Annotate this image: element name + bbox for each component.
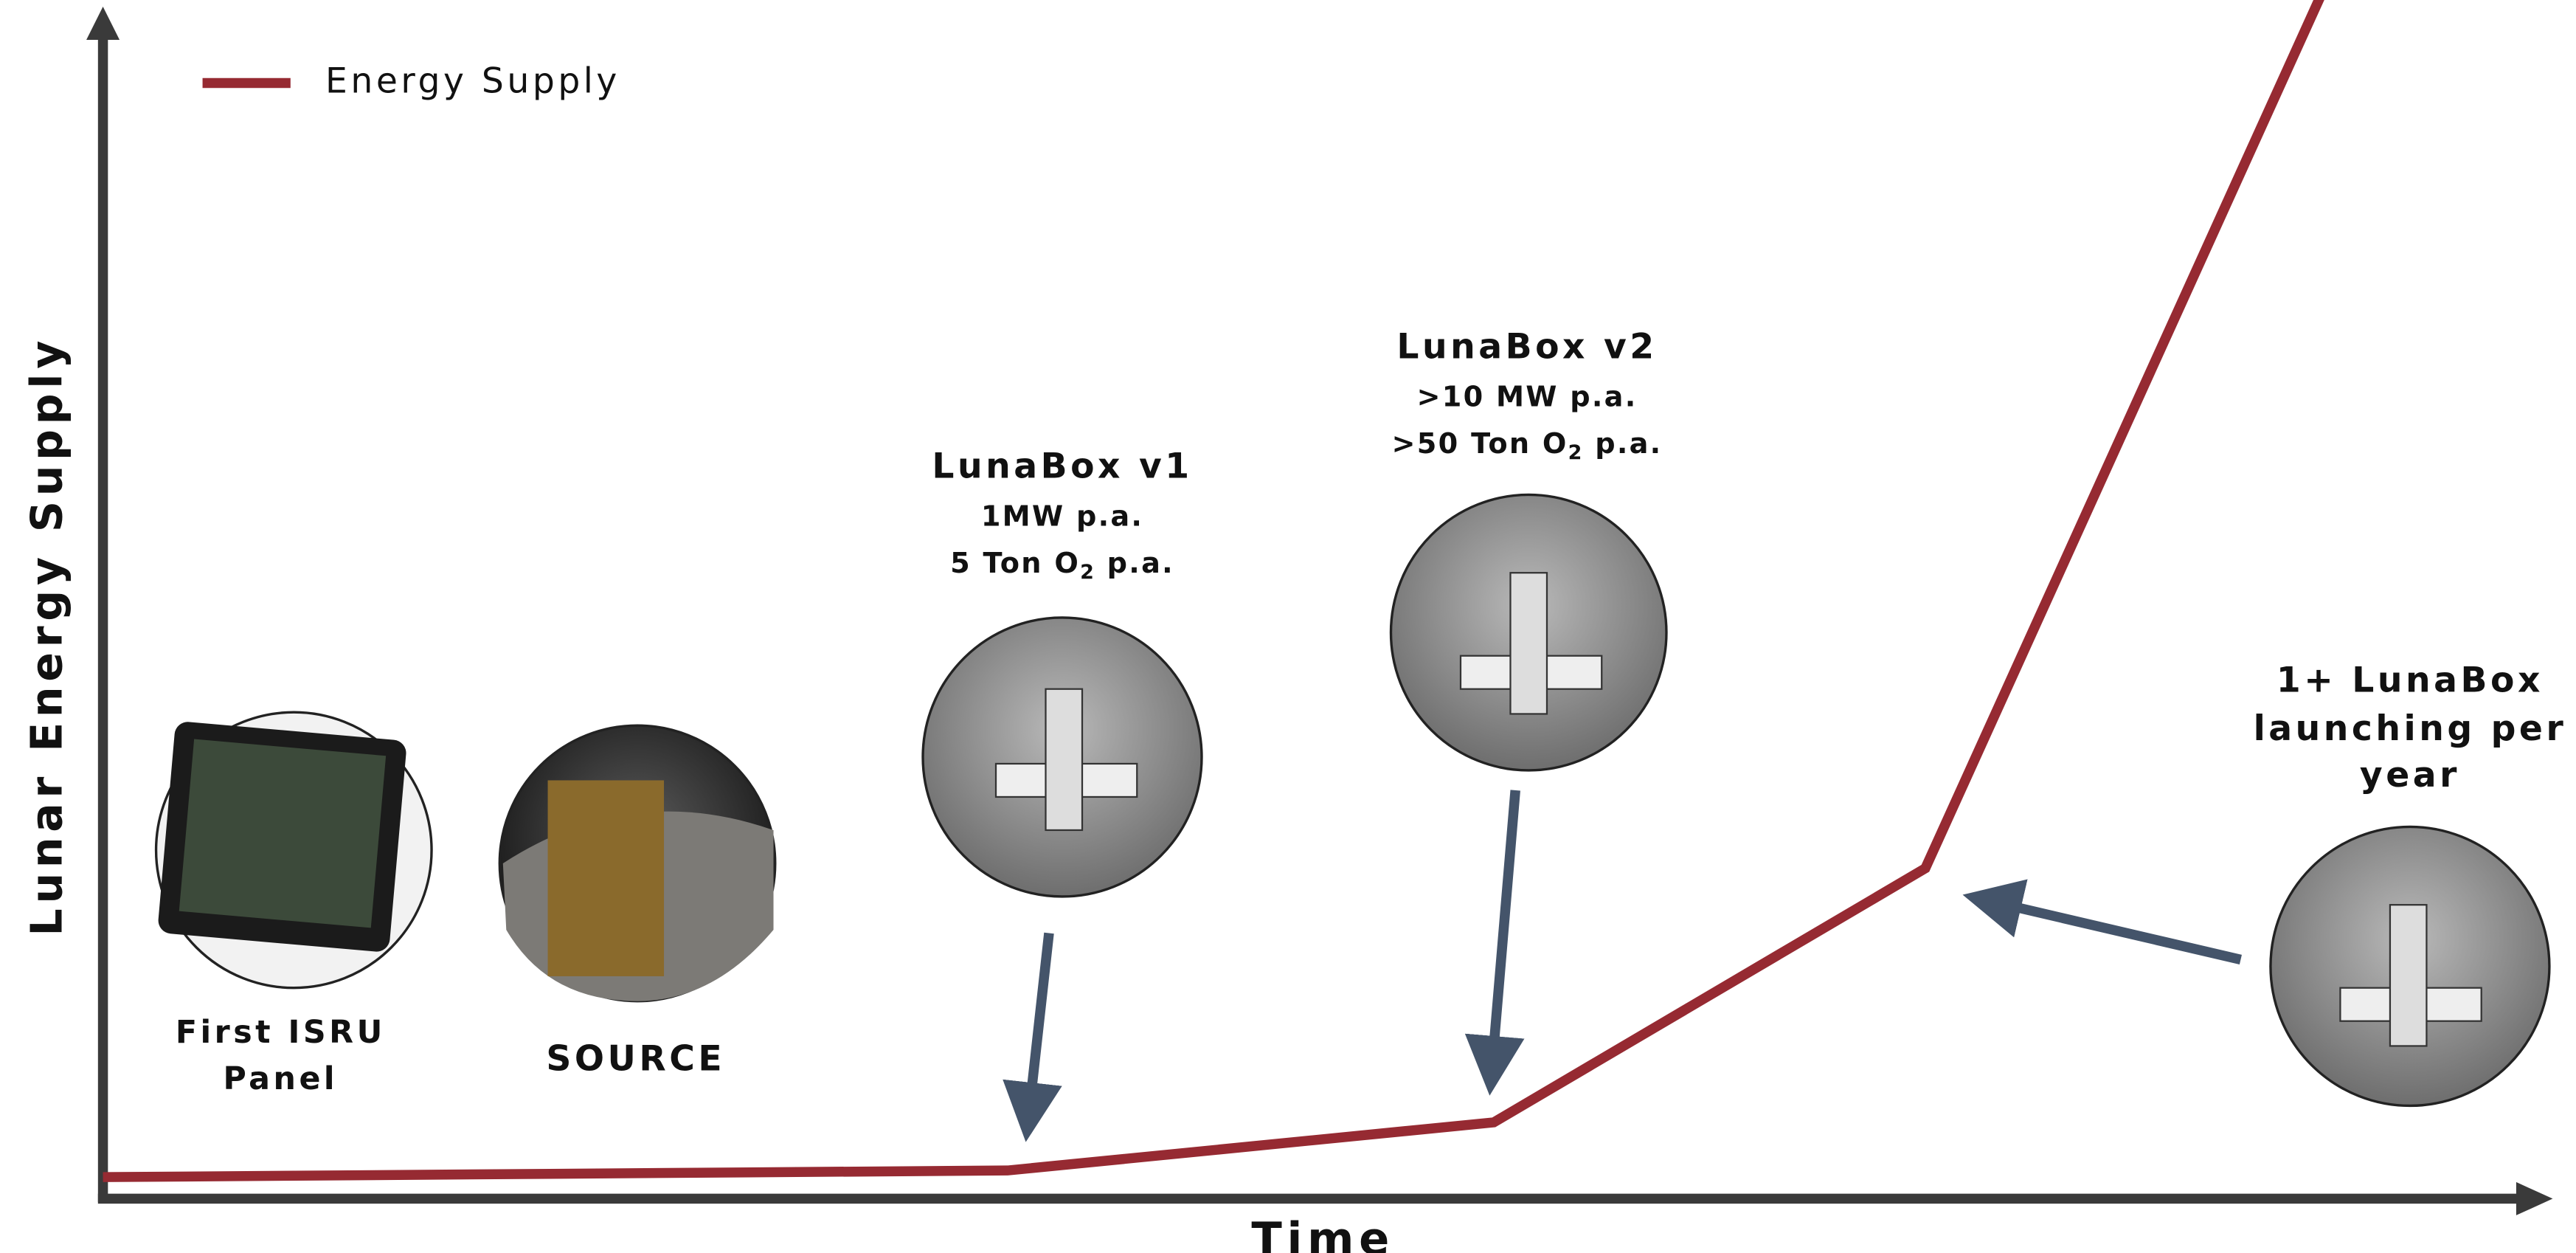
legend-label: Energy Supply (325, 61, 620, 101)
milestone-spec: >10 MW p.a. (1416, 381, 1637, 413)
milestone-spec: 5 Ton O2 p.a. (950, 547, 1174, 583)
x-axis-label: Time (1251, 1214, 1394, 1253)
milestone-spec: >50 Ton O2 p.a. (1392, 427, 1663, 463)
milestone-title: LunaBox v2 (1396, 326, 1657, 367)
energy-supply-line (103, 0, 2324, 1182)
milestone-label: year (2360, 755, 2460, 795)
arrows (1003, 790, 2242, 1142)
milestone-label: Panel (224, 1060, 339, 1097)
image-source (498, 724, 777, 1003)
milestone-label: First ISRU (176, 1014, 386, 1051)
milestone-label: 1+ LunaBox (2276, 660, 2544, 701)
milestone-label: SOURCE (546, 1039, 725, 1080)
y-axis-label: Lunar Energy Supply (22, 336, 72, 936)
image-lunabox-v1 (921, 616, 1203, 898)
milestone-title: LunaBox v1 (932, 446, 1192, 486)
axes (86, 6, 2553, 1215)
image-first-isru-panel (154, 711, 433, 990)
milestone-label: launching per (2254, 708, 2567, 749)
image-lunabox-v2 (1389, 493, 1668, 772)
image-lunabox-fleet (2269, 825, 2551, 1108)
milestone-spec: 1MW p.a. (981, 500, 1143, 533)
